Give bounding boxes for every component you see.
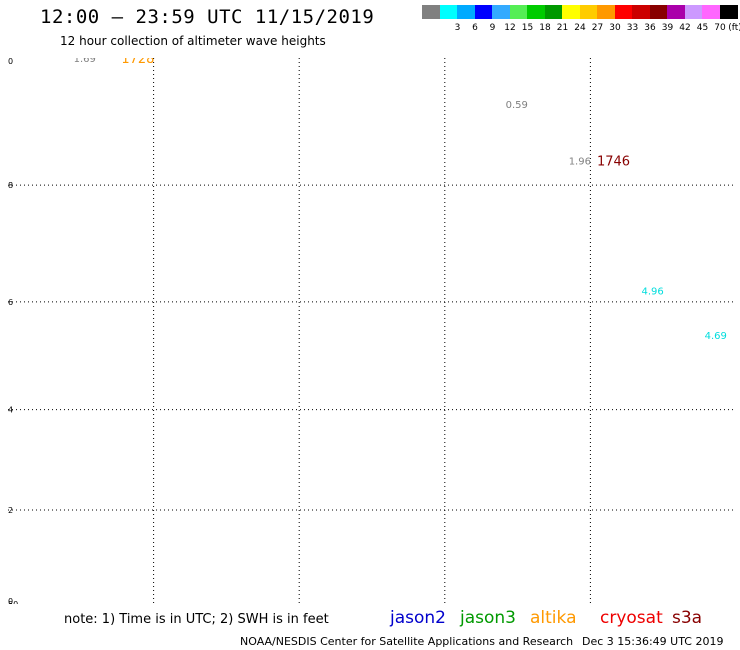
wave-height-value: 1.96 [569, 157, 591, 168]
legend-swatch [439, 5, 458, 19]
legend-swatch [527, 5, 545, 19]
latitude-tick-label: -70 [8, 58, 13, 66]
satellite-label-jason2: jason2 [390, 608, 446, 628]
latitude-tick-label: -66 [8, 298, 13, 307]
legend-value: 24 [574, 23, 586, 33]
legend-swatch [614, 5, 633, 19]
legend-swatch [509, 5, 528, 19]
pass-time-tag: 1746 [597, 155, 630, 170]
legend-value: 39 [661, 23, 674, 33]
satellite-label-jason3: jason3 [460, 608, 516, 628]
legend-value: 15 [521, 23, 534, 33]
latitude-tick-label: -62 [8, 506, 13, 515]
legend-swatch [422, 5, 440, 19]
legend-swatch [667, 5, 685, 19]
wave-height-value: 1.69 [74, 58, 96, 65]
legend-swatch [544, 5, 563, 19]
satellite-label-altika: altika [530, 608, 577, 628]
map-area: -60-62-64-66-68-70-150-147-144-141-138-1… [8, 58, 736, 604]
legend-value: 18 [539, 23, 551, 33]
legend-swatch [702, 5, 720, 19]
wave-height-value: 0.59 [506, 100, 528, 111]
satellite-label-s3a: s3a [672, 608, 703, 628]
legend-swatch [684, 5, 703, 19]
map-title: 12:00 – 23:59 UTC 11/15/2019 [40, 6, 375, 28]
credit-line: NOAA/NESDIS Center for Satellite Applica… [240, 635, 574, 648]
legend-value: 42 [679, 23, 691, 33]
legend-swatch [579, 5, 598, 19]
legend-value: 33 [626, 23, 639, 33]
legend-value: 36 [644, 23, 656, 33]
legend-swatch [474, 5, 493, 19]
legend-swatch [649, 5, 668, 19]
latitude-tick-label: -60 [8, 597, 13, 604]
legend-swatch [492, 5, 510, 19]
wave-height-value: 4.96 [641, 287, 663, 298]
wave-height-value: 4.69 [705, 331, 727, 342]
satellite-label-cryosat: cryosat [600, 608, 663, 628]
legend-value: 6 [472, 23, 478, 33]
legend-value: 70 [714, 23, 726, 33]
legend-swatch [562, 5, 580, 19]
footer-note: note: 1) Time is in UTC; 2) SWH is in fe… [64, 612, 329, 627]
pass-time-tag: 1728 [121, 58, 154, 67]
legend-unit: (ft) [728, 23, 740, 33]
legend-value: 27 [591, 23, 604, 33]
generation-timestamp: Dec 3 15:36:49 UTC 2019 [582, 635, 724, 648]
legend-value: 9 [489, 23, 496, 33]
longitude-tick-label: -150 [8, 600, 18, 604]
legend-swatch [457, 5, 475, 19]
latitude-tick-label: -68 [8, 181, 13, 190]
legend-swatch [719, 5, 738, 19]
legend-value: 21 [556, 23, 569, 33]
legend-swatch [597, 5, 615, 19]
legend-swatch [632, 5, 650, 19]
legend-value: 3 [454, 23, 461, 33]
legend-value: 45 [696, 23, 709, 33]
legend-value: 12 [504, 23, 516, 33]
legend-value: 30 [609, 23, 621, 33]
map-subtitle: 12 hour collection of altimeter wave hei… [60, 34, 326, 48]
latitude-tick-label: -64 [8, 406, 13, 415]
